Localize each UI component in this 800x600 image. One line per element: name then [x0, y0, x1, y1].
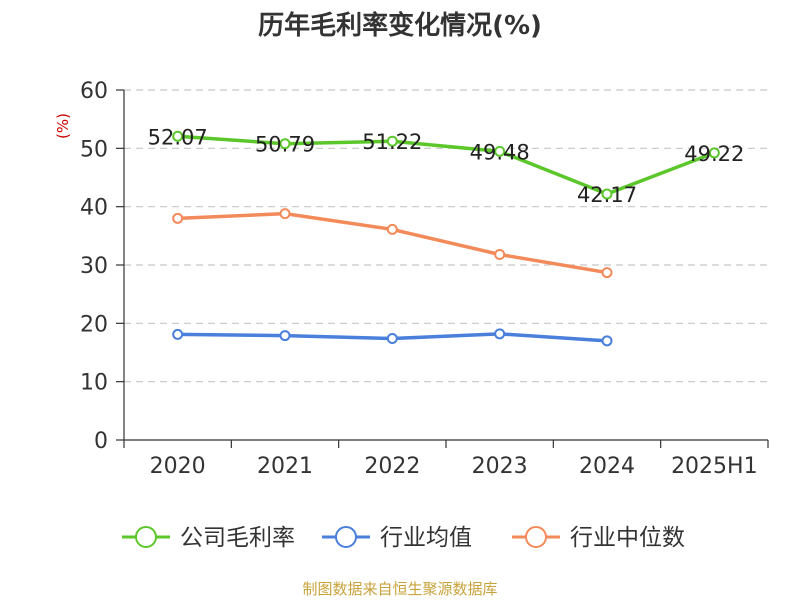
data-label: 49.22	[684, 142, 744, 166]
data-point	[172, 328, 184, 340]
legend-marker	[135, 526, 157, 548]
series-line	[177, 211, 608, 275]
data-label: 52.07	[148, 125, 208, 149]
x-tick-label: 2021	[257, 454, 313, 479]
data-point	[494, 145, 506, 157]
x-tick-label: 2023	[472, 454, 528, 479]
axes: 0 10 20 30 40 50 60 2020 2021 2022 2023 2024 2025H1	[80, 79, 769, 479]
data-point	[279, 208, 291, 220]
x-tick-label: 2022	[364, 454, 420, 479]
data-label: 50.79	[255, 133, 315, 157]
x-tick-label: 2024	[579, 454, 635, 479]
data-point	[708, 147, 720, 159]
y-tick-label: 10	[80, 371, 108, 396]
x-tick-label: 2020	[150, 454, 206, 479]
legend-marker	[335, 526, 357, 548]
legend: 公司毛利率 行业均值 行业中位数	[122, 525, 685, 551]
data-label: 49.48	[470, 140, 530, 164]
legend-label: 行业中位数	[570, 525, 685, 551]
data-point	[601, 188, 613, 200]
data-point	[172, 212, 184, 224]
data-point	[172, 130, 184, 142]
data-label: 42.17	[577, 183, 637, 207]
y-tick-label: 0	[94, 429, 108, 454]
legend-label: 行业均值	[380, 525, 472, 551]
y-tick-label: 20	[80, 312, 108, 337]
data-point	[601, 335, 613, 347]
chart-title: 历年毛利率变化情况(%)	[258, 10, 542, 41]
data-point	[279, 330, 291, 342]
y-tick-label: 30	[80, 254, 108, 279]
y-tick-label: 50	[80, 137, 108, 162]
data-point	[386, 333, 398, 344]
data-point	[279, 138, 291, 150]
series-layer	[172, 130, 720, 347]
source-note: 制图数据来自恒生聚源数据库	[302, 580, 497, 598]
data-labels-layer: 52.07 50.79 51.22 49.48 42.17 49.22	[148, 125, 745, 207]
legend-marker	[525, 526, 547, 548]
data-point	[494, 328, 506, 340]
data-point	[386, 135, 398, 147]
y-axis-label: (%)	[54, 113, 72, 139]
data-point	[386, 223, 398, 235]
series-line	[177, 134, 715, 196]
data-label: 51.22	[362, 130, 422, 154]
y-tick-label: 60	[80, 79, 108, 104]
x-tick-label: 2025H1	[671, 454, 758, 479]
y-tick-label: 40	[80, 196, 108, 221]
legend-label: 公司毛利率	[180, 525, 295, 551]
data-point	[601, 267, 613, 279]
data-point	[494, 249, 506, 260]
